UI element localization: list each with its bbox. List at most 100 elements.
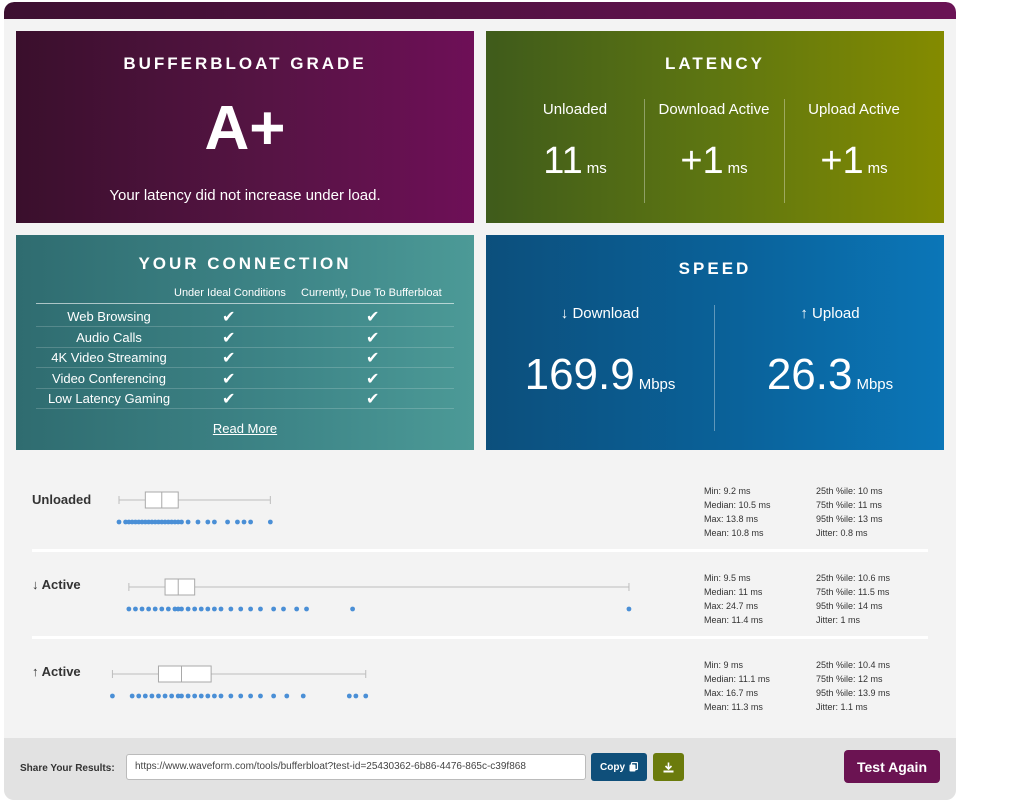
stat-min: Min: 9.5 ms bbox=[704, 573, 751, 583]
latency-sample-dot bbox=[175, 519, 181, 525]
stat-max: Max: 16.7 ms bbox=[704, 688, 759, 698]
connection-title: YOUR CONNECTION bbox=[138, 254, 352, 273]
latency-divider bbox=[644, 99, 645, 203]
upload-unit: Mbps bbox=[856, 376, 894, 393]
stat-median: Median: 11.1 ms bbox=[704, 674, 770, 684]
copy-label: Copy bbox=[600, 761, 625, 773]
latency-sample-dot bbox=[126, 519, 132, 525]
latency-sample-dot bbox=[228, 606, 234, 612]
ideal-check-icon: ✔ bbox=[222, 391, 236, 408]
latency-sample-dot bbox=[284, 693, 290, 699]
current-check-icon: ✔ bbox=[366, 370, 380, 388]
latency-sample-dot bbox=[258, 606, 263, 612]
share-url-input[interactable]: https://www.waveform.com/tools/bufferblo… bbox=[126, 754, 586, 780]
stat-max: Max: 13.8 ms bbox=[704, 514, 759, 524]
unloaded-box-plot bbox=[116, 491, 273, 525]
stat-max: Max: 24.7 ms bbox=[704, 601, 759, 611]
latency-sample-dot bbox=[129, 693, 135, 699]
connection-row: Video Conferencing ✔ ✔ bbox=[36, 369, 454, 389]
latency-sample-dot bbox=[235, 519, 240, 525]
latency-sample-dot bbox=[271, 606, 277, 612]
latency-unloaded-label: Unloaded bbox=[542, 101, 608, 118]
latency-sample-dot bbox=[139, 519, 145, 525]
copy-icon bbox=[629, 762, 638, 772]
top-accent-bar bbox=[4, 2, 956, 19]
latency-sample-dot bbox=[149, 519, 155, 525]
latency-unit: ms bbox=[727, 160, 748, 177]
latency-sample-dot bbox=[156, 519, 161, 525]
latency-sample-dot bbox=[123, 519, 128, 525]
latency-sample-dot bbox=[363, 693, 369, 699]
latency-sample-dot bbox=[142, 693, 148, 699]
stat-p95: 95th %ile: 13 ms bbox=[816, 514, 883, 524]
latency-sample-dot bbox=[146, 606, 152, 612]
connection-row: Audio Calls ✔ ✔ bbox=[36, 328, 454, 348]
latency-sample-dot bbox=[205, 606, 211, 612]
connection-row-label: Audio Calls bbox=[76, 329, 142, 345]
grade-note: Your latency did not increase under load… bbox=[109, 187, 381, 204]
stat-p25: 25th %ile: 10 ms bbox=[816, 486, 883, 496]
latency-divider bbox=[784, 99, 785, 203]
ideal-check-icon: ✔ bbox=[222, 350, 236, 367]
copy-button[interactable]: Copy bbox=[591, 753, 647, 781]
latency-sample-dot bbox=[238, 606, 244, 612]
results-panel: BUFFERBLOAT GRADE A+ Your latency did no… bbox=[4, 2, 956, 800]
latency-sample-dot bbox=[175, 606, 181, 612]
latency-sample-dot bbox=[152, 519, 158, 525]
latency-sample-dot bbox=[136, 519, 142, 525]
latency-title: LATENCY bbox=[664, 54, 765, 73]
grade-title: BUFFERBLOAT GRADE bbox=[123, 54, 367, 73]
ideal-check-icon: ✔ bbox=[222, 309, 236, 326]
latency-sample-dot bbox=[185, 519, 191, 525]
latency-sample-dot bbox=[133, 519, 138, 525]
stat-mean: Mean: 10.8 ms bbox=[704, 528, 764, 538]
stat-p95: 95th %ile: 13.9 ms bbox=[816, 688, 891, 698]
latency-sample-dot bbox=[116, 519, 122, 525]
latency-sample-dot bbox=[139, 606, 145, 612]
download-icon bbox=[663, 762, 674, 772]
latency-sample-dot bbox=[185, 606, 191, 612]
connection-row-label: Low Latency Gaming bbox=[47, 391, 171, 406]
latency-sample-dot bbox=[159, 519, 165, 525]
stat-separator bbox=[32, 636, 928, 639]
latency-sample-dot bbox=[149, 693, 155, 699]
latency-sample-dot bbox=[294, 606, 300, 612]
latency-sample-dot bbox=[172, 519, 178, 525]
latency-sample-dot bbox=[258, 693, 263, 699]
latency-sample-dot bbox=[172, 606, 178, 612]
share-label: Share Your Results: bbox=[20, 763, 115, 774]
connection-row-label: Video Conferencing bbox=[52, 370, 166, 386]
latency-sample-dot bbox=[126, 606, 132, 612]
stat-mean: Mean: 11.3 ms bbox=[704, 702, 763, 712]
connection-row: 4K Video Streaming ✔ ✔ bbox=[36, 348, 454, 368]
connection-row-label: 4K Video Streaming bbox=[51, 350, 167, 365]
speed-divider bbox=[714, 305, 715, 431]
latency-upload-label: Upload Active bbox=[808, 101, 900, 118]
upload-label: ↑ Upload bbox=[800, 305, 860, 322]
connection-row: Web Browsing ✔ ✔ bbox=[36, 307, 454, 327]
latency-sample-dot bbox=[152, 606, 158, 612]
latency-sample-dot bbox=[159, 606, 165, 612]
speed-title: SPEED bbox=[678, 259, 752, 278]
latency-sample-dot bbox=[300, 693, 306, 699]
latency-card: LATENCY Unloaded 11 ms Download Active +1… bbox=[486, 31, 944, 223]
bufferbloat-grade-card: BUFFERBLOAT GRADE A+ Your latency did no… bbox=[16, 31, 474, 223]
latency-sample-dot bbox=[218, 693, 224, 699]
unloaded-latency-stats: Unloaded Min: 9.2 ms Median: 10.5 ms Max… bbox=[32, 484, 928, 568]
latency-sample-dot bbox=[228, 693, 234, 699]
upload-active-latency-stats: ↑ Active Min: 9 ms Median: 11.1 ms Max: … bbox=[32, 658, 928, 742]
stat-separator bbox=[32, 549, 928, 552]
ideal-check-icon: ✔ bbox=[222, 329, 236, 347]
ideal-conditions-header: Under Ideal Conditions bbox=[174, 287, 286, 299]
download-button[interactable] bbox=[653, 753, 684, 781]
unloaded-stat-label: Unloaded bbox=[32, 492, 92, 507]
stat-jitter: Jitter: 1.1 ms bbox=[816, 702, 868, 712]
latency-sample-dot bbox=[169, 519, 175, 525]
latency-sample-dot bbox=[346, 693, 352, 699]
latency-sample-dot bbox=[304, 606, 309, 612]
upload-active-stat-label: ↑ Active bbox=[32, 664, 81, 679]
test-again-button[interactable]: Test Again bbox=[844, 750, 940, 783]
read-more-link[interactable]: Read More bbox=[212, 421, 278, 436]
latency-sample-dot bbox=[136, 693, 142, 699]
current-check-icon: ✔ bbox=[366, 329, 380, 347]
